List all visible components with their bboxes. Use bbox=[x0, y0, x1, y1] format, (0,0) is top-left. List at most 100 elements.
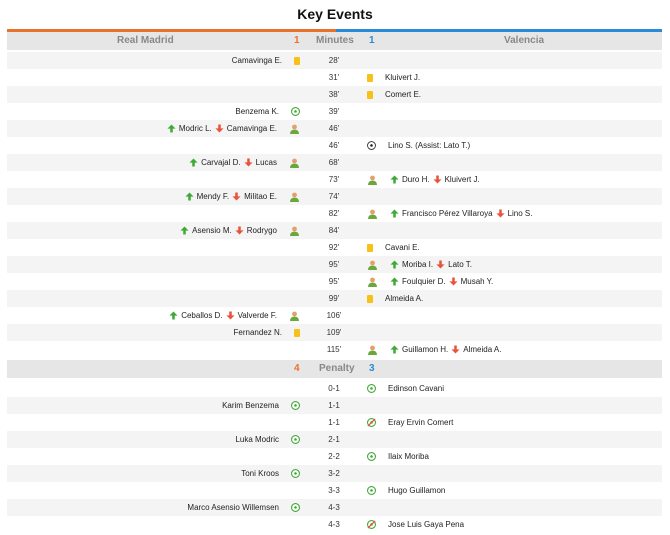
home-event: Camavinga E. bbox=[232, 52, 300, 69]
event-minute: 68' bbox=[328, 158, 340, 167]
yellow-card-icon bbox=[367, 73, 373, 82]
substitution-icon bbox=[367, 175, 378, 185]
penalty-row: 1-1 Eray Ervin Comert bbox=[7, 414, 662, 431]
sub-in-arrow-icon bbox=[390, 277, 399, 286]
event-row: 115' Guillamon H. Almeida A. bbox=[7, 341, 662, 358]
sub-in-player: Foulquier D. bbox=[402, 277, 446, 286]
yellow-card-icon bbox=[294, 56, 300, 65]
sub-in-player: Carvajal D. bbox=[201, 158, 241, 167]
penalty-taker: Ilaix Moriba bbox=[388, 452, 429, 461]
penalty-score: 3-3 bbox=[328, 486, 340, 495]
away-event: Almeida A. bbox=[367, 290, 423, 307]
penalty-row: 3-2 Toni Kroos bbox=[7, 465, 662, 482]
penalty-score: 4-3 bbox=[328, 503, 340, 512]
sub-out-arrow-icon bbox=[433, 175, 442, 184]
event-minute: 109' bbox=[326, 328, 342, 337]
away-event: Kluivert J. bbox=[367, 69, 420, 86]
penalty-scored-icon bbox=[290, 434, 301, 445]
penalty-row: 2-2 Ilaix Moriba bbox=[7, 448, 662, 465]
substitution-icon bbox=[289, 124, 300, 134]
penalty-label: Penalty bbox=[319, 363, 355, 374]
event-row: 82' Francisco Pérez Villaroya Lino S. bbox=[7, 205, 662, 222]
penalty-taker: Luka Modric bbox=[235, 435, 279, 444]
penalty-score: 2-2 bbox=[328, 452, 340, 461]
event-minute: 84' bbox=[328, 226, 340, 235]
event-player: Comert E. bbox=[385, 90, 422, 99]
sub-in-arrow-icon bbox=[189, 158, 198, 167]
penalty-score: 3-2 bbox=[328, 469, 340, 478]
home-accent-bar bbox=[7, 29, 336, 32]
event-row: 46' Modric L. Camavinga E. bbox=[7, 120, 662, 137]
substitution-icon bbox=[367, 277, 378, 287]
away-event: Guillamon H. Almeida A. bbox=[367, 341, 502, 358]
goal-icon bbox=[290, 106, 301, 117]
penalty-taker: Toni Kroos bbox=[241, 469, 279, 478]
penalty-score: 2-1 bbox=[328, 435, 340, 444]
sub-out-player: Almeida A. bbox=[463, 345, 502, 354]
substitution-icon bbox=[289, 192, 300, 202]
substitution-icon bbox=[289, 311, 300, 321]
away-penalty: Jose Luis Gaya Pena bbox=[366, 516, 465, 533]
sub-in-arrow-icon bbox=[167, 124, 176, 133]
home-event: Ceballos D. Valverde F. bbox=[169, 307, 300, 324]
event-minute: 46' bbox=[328, 141, 340, 150]
away-penalty: Hugo Guillamon bbox=[366, 482, 446, 499]
sub-out-player: Kluivert J. bbox=[444, 175, 480, 184]
sub-in-arrow-icon bbox=[390, 345, 399, 354]
penalty-scored-icon bbox=[290, 468, 301, 479]
event-player: Kluivert J. bbox=[385, 73, 421, 82]
event-row: 46' Lino S. (Assist: Lato T.) bbox=[7, 137, 662, 154]
sub-in-arrow-icon bbox=[180, 226, 189, 235]
sub-out-arrow-icon bbox=[449, 277, 458, 286]
penalty-taker: Jose Luis Gaya Pena bbox=[388, 520, 465, 529]
penalty-row: 4-3 Jose Luis Gaya Pena bbox=[7, 516, 662, 533]
penalty-taker: Edinson Cavani bbox=[388, 384, 445, 393]
event-minute: 39' bbox=[328, 107, 340, 116]
event-minute: 115' bbox=[326, 345, 342, 354]
goal-icon bbox=[367, 141, 376, 150]
penalty-taker: Hugo Guillamon bbox=[388, 486, 446, 495]
events-header: Real Madrid 1 Minutes 1 Valencia bbox=[7, 32, 662, 50]
away-event: Duro H. Kluivert J. bbox=[367, 171, 480, 188]
event-row: 84' Asensio M. Rodrygo bbox=[7, 222, 662, 239]
yellow-card-icon bbox=[294, 328, 300, 337]
event-row: 39' Benzema K. bbox=[7, 103, 662, 120]
sub-out-player: Lino S. bbox=[507, 209, 533, 218]
substitution-icon bbox=[367, 260, 378, 270]
substitution-icon bbox=[367, 209, 378, 219]
sub-in-arrow-icon bbox=[390, 260, 399, 269]
event-player: Cavani E. bbox=[385, 243, 420, 252]
yellow-card-icon bbox=[367, 90, 373, 99]
home-penalty-score: 4 bbox=[294, 363, 300, 374]
yellow-card-icon bbox=[367, 294, 373, 303]
event-minute: 31' bbox=[328, 73, 340, 82]
sub-in-player: Guillamon H. bbox=[402, 345, 449, 354]
home-event: Carvajal D. Lucas bbox=[189, 154, 300, 171]
event-player: Fernandez N. bbox=[233, 328, 282, 337]
sub-out-arrow-icon bbox=[226, 311, 235, 320]
event-row: 38' Comert E. bbox=[7, 86, 662, 103]
home-penalty: Karim Benzema bbox=[222, 397, 301, 414]
penalty-row: 4-3 Marco Asensio Willemsen bbox=[7, 499, 662, 516]
sub-in-arrow-icon bbox=[185, 192, 194, 201]
penalty-row: 3-3 Hugo Guillamon bbox=[7, 482, 662, 499]
penalty-row: 1-1 Karim Benzema bbox=[7, 397, 662, 414]
away-event: Cavani E. bbox=[367, 239, 420, 256]
sub-in-player: Modric L. bbox=[178, 124, 212, 133]
event-row: 31' Kluivert J. bbox=[7, 69, 662, 86]
away-penalty-score: 3 bbox=[369, 363, 375, 374]
home-event: Asensio M. Rodrygo bbox=[180, 222, 300, 239]
home-event: Modric L. Camavinga E. bbox=[167, 120, 300, 137]
event-player: Benzema K. bbox=[235, 107, 279, 116]
event-row: 28' Camavinga E. bbox=[7, 52, 662, 69]
away-team-name: Valencia bbox=[504, 35, 545, 46]
home-team-name: Real Madrid bbox=[117, 35, 174, 46]
substitution-icon bbox=[289, 226, 300, 236]
event-minute: 28' bbox=[328, 56, 340, 65]
penalty-scored-icon bbox=[366, 485, 377, 496]
sub-out-arrow-icon bbox=[235, 226, 244, 235]
event-row: 74' Mendy F. Militao E. bbox=[7, 188, 662, 205]
event-minute: 74' bbox=[328, 192, 340, 201]
event-minute: 38' bbox=[328, 90, 340, 99]
